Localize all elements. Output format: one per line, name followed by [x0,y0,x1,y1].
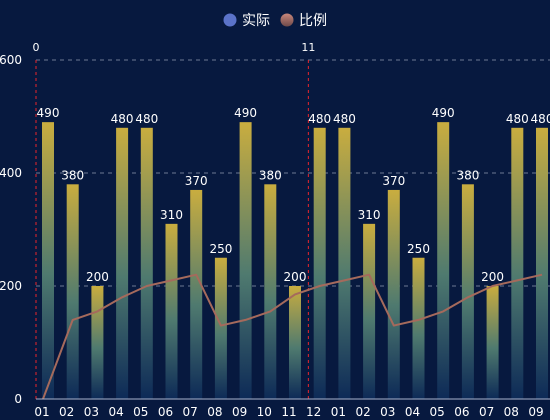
x-axis: 01 02 03 04 05 06 07 08 09 10 11 12 01 02 03 04 05 06 07 08… [34,398,550,419]
bar-value-label-0: 490 [37,106,60,120]
x-tick-label-6: 07 [183,405,198,419]
x-tick-label-17: 06 [454,405,469,419]
bar-4[interactable] [140,127,153,400]
bar-6[interactable] [190,189,203,399]
bar-18[interactable] [486,286,499,399]
x-tick-label-11: 12 [306,405,321,419]
x-tick-label-14: 03 [380,405,395,419]
legend-item-ratio[interactable]: 比例 [280,13,328,29]
x-tick-label-4: 05 [133,405,148,419]
y-axis: 0 200 400 600 [0,53,22,406]
x-tick-label-8: 09 [232,405,247,419]
legend-item-actual[interactable]: 实际 [223,13,271,29]
bar-1[interactable] [66,184,79,399]
bar-value-label-3: 480 [111,112,134,126]
legend-label-actual: 实际 [242,13,270,29]
y-tick-label-400: 400 [0,166,22,180]
x-tick-label-16: 05 [430,405,445,419]
bar-value-label-18: 200 [481,270,504,284]
bar-value-label-12: 480 [333,112,356,126]
legend-label-ratio: 比例 [299,13,327,29]
x-tick-label-1: 02 [59,405,74,419]
bar-value-label-4: 480 [135,112,158,126]
x-tick-label-5: 06 [158,405,173,419]
legend-swatch-ratio [280,13,294,27]
bar-value-label-19: 480 [506,112,529,126]
bar-8[interactable] [239,122,252,400]
bar-value-label-16: 490 [432,106,455,120]
legend[interactable]: 实际 比例 [223,13,328,29]
x-tick-label-9: 10 [257,405,272,419]
bar-15[interactable] [412,257,425,399]
bar-value-label-15: 250 [407,242,430,256]
mark-line-label-1: 11 [301,41,315,54]
x-tick-label-18: 07 [479,405,494,419]
bar-12[interactable] [338,127,351,400]
bar-2[interactable] [91,286,104,399]
bar-value-label-7: 250 [209,242,232,256]
bar-3[interactable] [116,127,129,400]
bar-9[interactable] [264,184,277,399]
x-tick-label-0: 01 [34,405,49,419]
y-tick-label-0: 0 [14,392,22,406]
bars [42,122,548,400]
bar-value-label-2: 200 [86,270,109,284]
bar-value-label-8: 490 [234,106,257,120]
bar-value-label-14: 370 [382,174,405,188]
x-tick-label-13: 02 [355,405,370,419]
x-tick-label-20: 09 [528,405,543,419]
bar-value-label-17: 380 [456,168,479,182]
bar-7[interactable] [214,257,227,399]
x-tick-label-3: 04 [108,405,123,419]
bar-17[interactable] [461,184,474,399]
mark-line-label-0: 0 [33,41,40,54]
mark-lines: 0 11 [33,41,315,399]
x-tick-label-10: 11 [281,405,296,419]
x-tick-label-7: 08 [207,405,222,419]
x-tick-label-2: 03 [84,405,99,419]
bar-13[interactable] [363,223,376,399]
bar-value-label-13: 310 [358,208,381,222]
bar-value-label-10: 200 [284,270,307,284]
bar-value-label-1: 380 [61,168,84,182]
x-tick-label-19: 08 [504,405,519,419]
legend-swatch-actual [223,13,237,27]
x-tick-label-12: 01 [331,405,346,419]
bar-value-label-6: 370 [185,174,208,188]
bar-5[interactable] [165,223,178,399]
bar-14[interactable] [387,189,400,399]
bar-value-label-5: 310 [160,208,183,222]
bar-16[interactable] [437,122,450,400]
y-tick-label-200: 200 [0,279,22,293]
bar-value-label-11: 480 [308,112,331,126]
bar-value-label-20: 480 [531,112,550,126]
y-tick-label-600: 600 [0,53,22,67]
bar-10[interactable] [289,286,301,399]
bar-11[interactable] [313,127,326,400]
bar-20[interactable] [536,127,548,400]
bar-0[interactable] [42,122,54,400]
ratio-line [42,273,543,400]
bar-value-label-9: 380 [259,168,282,182]
bar-19[interactable] [511,127,524,400]
x-tick-label-15: 04 [405,405,420,419]
